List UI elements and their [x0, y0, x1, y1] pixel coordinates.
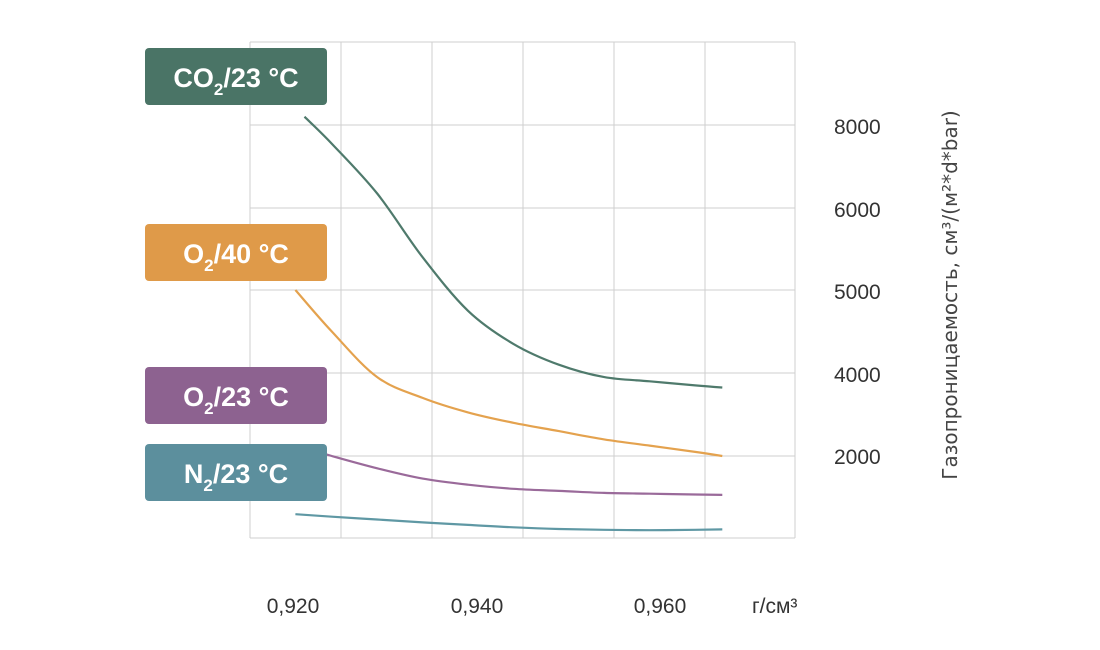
y-tick-label: 8000	[834, 116, 881, 139]
series-label-box	[145, 444, 327, 501]
y-tick-label: 5000	[834, 281, 881, 304]
x-axis-label: г/см³	[752, 595, 797, 618]
series-label-text: O2/40 °C	[183, 239, 289, 275]
series-label-tail: /23 °C	[223, 63, 298, 93]
series-label-text: CO2/23 °C	[173, 63, 298, 99]
y-axis-label: Газопроницаемость, см³/(м²*d*bar)	[938, 110, 962, 479]
series-label-n2_23: N2/23 °C	[145, 444, 327, 501]
series-label-main: CO	[173, 63, 214, 93]
x-tick-label: 0,940	[451, 595, 504, 618]
series-lines	[294, 115, 723, 532]
x-tick-label: 0,920	[267, 595, 320, 618]
series-label-box	[145, 367, 327, 424]
series-label-box	[145, 224, 327, 281]
series-line-o2_40	[294, 289, 723, 458]
series-label-subscript: 2	[204, 256, 213, 275]
series-label-subscript: 2	[214, 80, 223, 99]
series-label-box	[145, 48, 327, 105]
series-line-o2_23	[304, 446, 723, 496]
grid	[249, 41, 796, 539]
series-label-text: N2/23 °C	[184, 459, 288, 495]
series-label-main: N	[184, 459, 204, 489]
x-tick-label: 0,960	[634, 595, 687, 618]
series-line-co2	[303, 115, 723, 389]
x-axis-ticks: 0,920 0,940 0,960	[267, 595, 687, 618]
y-axis-ticks: 2000 4000 5000 6000 8000	[834, 116, 881, 469]
series-label-co2: CO2/23 °C	[145, 48, 327, 105]
y-tick-label: 6000	[834, 199, 881, 222]
y-tick-label: 2000	[834, 446, 881, 469]
series-label-subscript: 2	[203, 476, 212, 495]
series-label-tail: /40 °C	[214, 239, 289, 269]
series-label-tail: /23 °C	[214, 382, 289, 412]
series-label-tail: /23 °C	[213, 459, 288, 489]
series-line-n2_23	[295, 513, 723, 532]
series-labels: CO2/23 °CO2/40 °CO2/23 °CN2/23 °C	[145, 48, 327, 501]
series-label-main: O	[183, 239, 204, 269]
series-label-main: O	[183, 382, 204, 412]
series-label-o2_23: O2/23 °C	[145, 367, 327, 424]
series-label-o2_40: O2/40 °C	[145, 224, 327, 281]
series-label-subscript: 2	[204, 399, 213, 418]
series-label-text: O2/23 °C	[183, 382, 289, 418]
y-tick-label: 4000	[834, 364, 881, 387]
